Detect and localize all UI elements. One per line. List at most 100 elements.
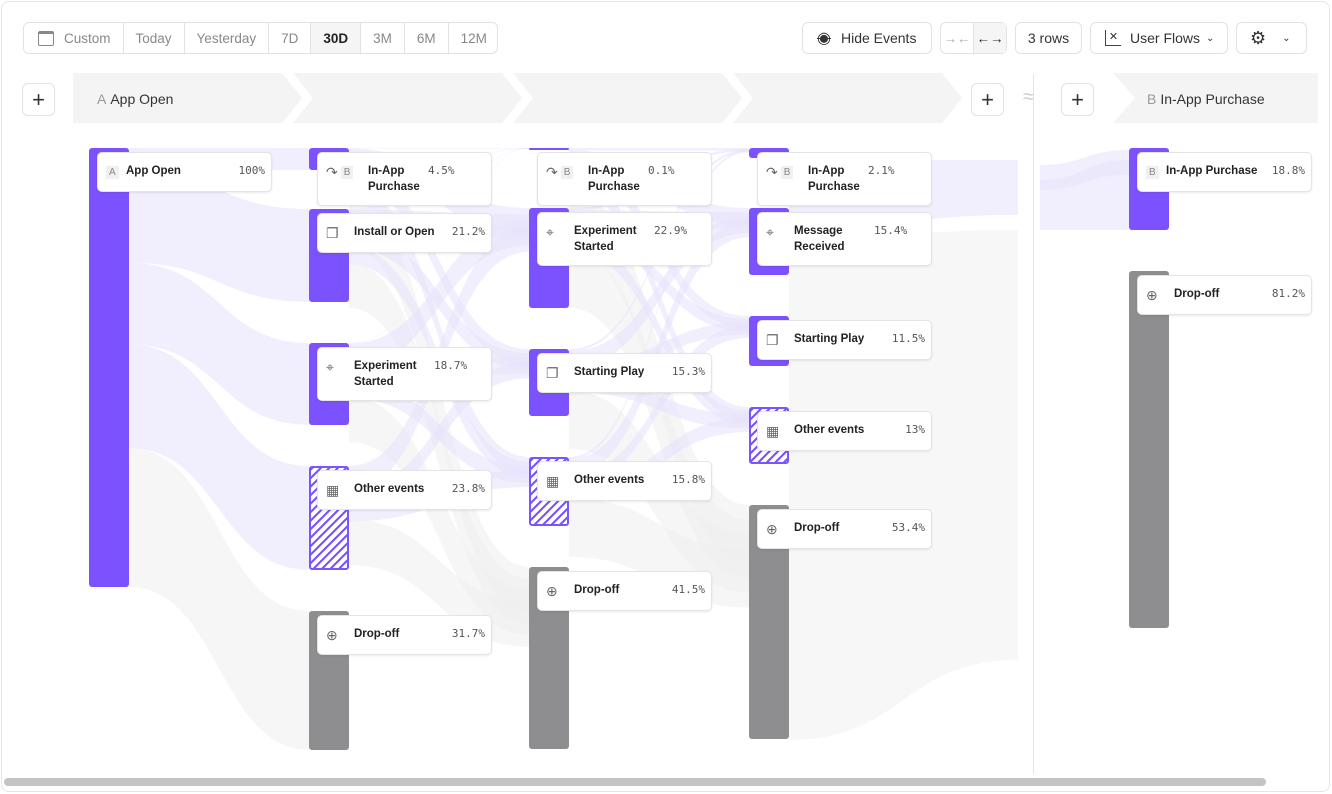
redirect-icon: ↷ B xyxy=(546,163,580,181)
arrow-down-circle-icon: ⊕ xyxy=(1146,286,1158,303)
copy-icon: ❐ xyxy=(546,364,559,381)
range-3m[interactable]: 3M xyxy=(361,23,405,53)
hide-events-label: Hide Events xyxy=(840,30,917,46)
dropoff-bar[interactable] xyxy=(1129,271,1169,628)
flow-link xyxy=(349,201,529,613)
step-letter: B xyxy=(1147,91,1157,107)
node-card[interactable]: ⌖ Message Received 15.4% xyxy=(757,212,932,266)
spacing-toggle: →← ←→ xyxy=(940,22,1007,54)
horizontal-scrollbar[interactable] xyxy=(4,778,1266,786)
node-name: In-App Purchase xyxy=(368,165,420,193)
node-card[interactable]: ▦ Other events 13% xyxy=(757,411,932,451)
add-step-after-button[interactable]: + xyxy=(1061,83,1094,116)
node-percent: 0.1% xyxy=(648,164,675,177)
node-percent: 11.5% xyxy=(891,332,925,345)
node-percent: 2.1% xyxy=(868,164,895,177)
range-custom[interactable]: Custom xyxy=(24,23,124,53)
node-card[interactable]: ↷ B In-App Purchase 4.5% xyxy=(317,152,492,206)
node-percent: 13% xyxy=(905,423,925,436)
node-name: Drop-off xyxy=(354,628,400,640)
flow-link xyxy=(129,344,309,570)
gap-icon: ≈ xyxy=(1023,86,1034,109)
node-name: App Open xyxy=(126,165,181,177)
settings-dropdown[interactable]: ⚙ ⌄ xyxy=(1236,22,1307,54)
flow-link xyxy=(349,186,529,475)
node-card[interactable]: ❐ Starting Play 15.3% xyxy=(537,353,712,393)
node-card[interactable]: ⊕ Drop-off 41.5% xyxy=(537,571,712,611)
flow-link xyxy=(569,149,749,460)
node-percent: 15.8% xyxy=(671,473,705,486)
node-card[interactable]: ⌖ Experiment Started 22.9% xyxy=(537,212,712,266)
end-step-label[interactable]: B In-App Purchase xyxy=(1147,91,1265,107)
range-30d[interactable]: 30D xyxy=(311,23,362,53)
flow-link xyxy=(349,148,529,467)
arrow-down-circle-icon: ⊕ xyxy=(326,626,338,643)
flow-link xyxy=(789,230,1018,740)
node-name: Starting Play xyxy=(574,366,645,378)
node-percent: 100% xyxy=(238,164,266,177)
add-step-before-button[interactable]: + xyxy=(22,83,55,116)
node-card[interactable]: ⊕ Drop-off 53.4% xyxy=(757,509,932,549)
node-name: Other events xyxy=(354,483,425,495)
node-card[interactable]: ❐ Install or Open 21.2% xyxy=(317,213,492,253)
node-bar[interactable] xyxy=(529,148,569,150)
flow-link xyxy=(569,148,749,151)
node-percent: 31.7% xyxy=(451,627,485,640)
flow-link xyxy=(569,225,749,332)
chart-type-dropdown[interactable]: ✕ User Flows ⌄ xyxy=(1090,22,1228,54)
range-today[interactable]: Today xyxy=(124,23,185,53)
step-name: In-App Purchase xyxy=(1160,91,1265,107)
cursor-click-icon: ⌖ xyxy=(326,358,334,375)
node-name: Message Received xyxy=(794,225,845,253)
grid-icon: ▦ xyxy=(326,481,340,498)
hide-events-button[interactable]: ◉ Hide Events xyxy=(802,22,932,54)
compress-icon[interactable]: →← xyxy=(941,23,974,53)
arrow-down-circle-icon: ⊕ xyxy=(766,520,778,537)
flow-link xyxy=(349,519,529,647)
node-card[interactable]: ⊕ Drop-off 81.2% xyxy=(1137,275,1312,315)
copy-icon: ❐ xyxy=(766,331,779,348)
node-card[interactable]: B In-App Purchase 18.8% xyxy=(1137,152,1312,192)
node-card[interactable]: ⌖ Experiment Started 18.7% xyxy=(317,347,492,401)
node-name: Experiment Started xyxy=(354,360,417,388)
range-yesterday[interactable]: Yesterday xyxy=(185,23,270,53)
step-letter: A xyxy=(97,91,107,107)
flow-link xyxy=(349,170,529,366)
flow-link xyxy=(349,262,529,624)
add-step-button[interactable]: + xyxy=(971,83,1004,116)
node-percent: 21.2% xyxy=(451,225,485,238)
node-card[interactable]: A App Open 100% xyxy=(97,152,272,192)
node-name: In-App Purchase xyxy=(588,165,640,193)
node-percent: 15.4% xyxy=(874,224,908,237)
range-6m[interactable]: 6M xyxy=(405,23,449,53)
node-bar[interactable] xyxy=(89,148,129,587)
node-name: In-App Purchase xyxy=(808,165,860,193)
expand-icon[interactable]: ←→ xyxy=(974,23,1006,53)
flow-link xyxy=(569,216,749,368)
node-card[interactable]: ↷ B In-App Purchase 0.1% xyxy=(537,152,712,206)
node-percent: 23.8% xyxy=(451,482,485,495)
flow-link xyxy=(1040,160,1129,230)
cursor-click-icon: ⌖ xyxy=(546,223,554,240)
node-card[interactable]: ⊕ Drop-off 31.7% xyxy=(317,615,492,655)
range-7d[interactable]: 7D xyxy=(269,23,312,53)
chart-type-label: User Flows xyxy=(1130,30,1201,46)
node-card[interactable]: ↷ B In-App Purchase 2.1% xyxy=(757,152,932,206)
cursor-click-icon: ⌖ xyxy=(766,223,774,240)
node-card[interactable]: ▦ Other events 15.8% xyxy=(537,461,712,501)
node-percent: 22.9% xyxy=(654,224,688,237)
flow-link xyxy=(129,169,309,302)
node-name: Other events xyxy=(574,474,645,486)
grid-icon: ▦ xyxy=(766,422,780,439)
node-card[interactable]: ▦ Other events 23.8% xyxy=(317,470,492,510)
rows-button[interactable]: 3 rows xyxy=(1015,22,1082,54)
chevron-down-icon: ⌄ xyxy=(1282,32,1291,44)
start-step-label[interactable]: A App Open xyxy=(97,91,173,107)
flow-link xyxy=(569,236,749,425)
range-12m[interactable]: 12M xyxy=(460,30,487,46)
range-custom-label: Custom xyxy=(64,30,111,46)
grid-icon: ▦ xyxy=(546,472,560,489)
node-card[interactable]: ❐ Starting Play 11.5% xyxy=(757,320,932,360)
gear-icon: ⚙ xyxy=(1250,27,1267,48)
